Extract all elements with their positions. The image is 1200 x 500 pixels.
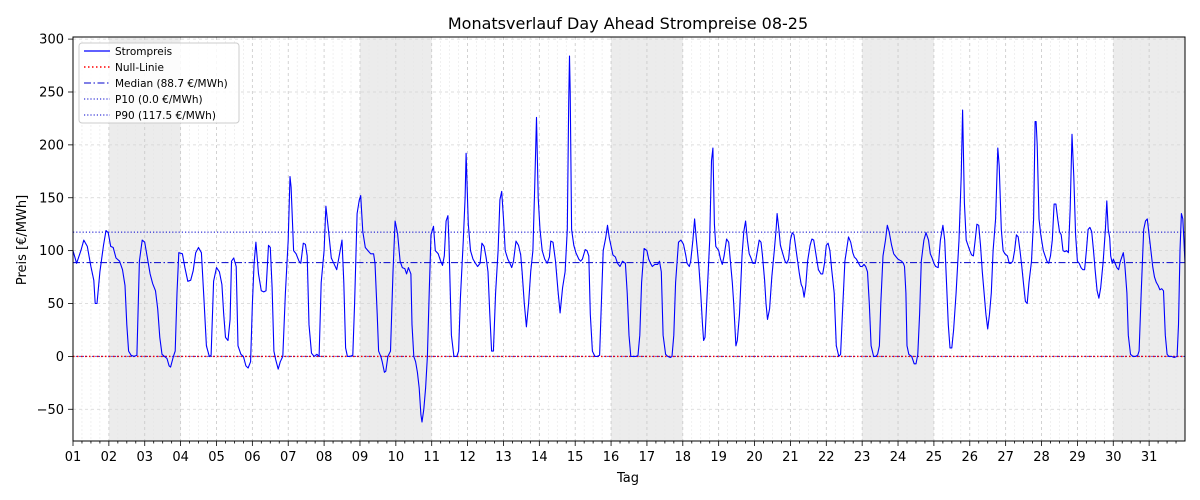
x-tick-label: 16 (603, 450, 620, 465)
x-tick-label: 27 (997, 450, 1014, 465)
legend-label-price: Strompreis (115, 46, 172, 58)
x-tick-label: 07 (280, 450, 297, 465)
y-axis-ticks: −50 0 50 100 150 200 250 300 (37, 33, 73, 418)
legend: Strompreis Null-Linie Median (88.7 €/MWh… (78, 42, 240, 124)
x-tick-label: 28 (1033, 450, 1050, 465)
x-tick-label: 03 (136, 450, 153, 465)
x-tick-label: 22 (818, 450, 835, 465)
x-tick-label: 21 (782, 450, 799, 465)
x-tick-label: 14 (531, 450, 548, 465)
x-tick-label: 25 (926, 450, 943, 465)
y-tick-label: 0 (56, 350, 64, 365)
x-tick-label: 19 (710, 450, 727, 465)
y-tick-label: 50 (47, 297, 64, 312)
x-tick-label: 23 (854, 450, 871, 465)
chart-title: Monatsverlauf Day Ahead Strompreise 08-2… (448, 14, 808, 33)
x-tick-label: 11 (423, 450, 440, 465)
x-tick-label: 09 (352, 450, 369, 465)
x-tick-label: 31 (1141, 450, 1158, 465)
y-tick-label: 200 (39, 138, 64, 153)
x-tick-label: 18 (675, 450, 692, 465)
x-tick-label: 02 (101, 450, 118, 465)
grid-lines (73, 37, 1185, 441)
x-tick-label: 15 (567, 450, 584, 465)
x-tick-label: 20 (746, 450, 763, 465)
legend-box (78, 42, 240, 124)
x-tick-label: 30 (1105, 450, 1122, 465)
x-axis-ticks: 01 02 03 04 05 06 07 08 09 10 11 12 13 14 15 16 17 18 19 20… (65, 441, 1177, 465)
x-tick-label: 10 (388, 450, 405, 465)
x-tick-label: 05 (208, 450, 225, 465)
x-tick-label: 24 (890, 450, 907, 465)
x-tick-label: 12 (459, 450, 476, 465)
x-tick-label: 01 (65, 450, 82, 465)
y-axis-label: Preis [€/MWh] (15, 195, 30, 285)
y-tick-label: 250 (39, 85, 64, 100)
x-tick-label: 26 (962, 450, 979, 465)
x-tick-label: 17 (639, 450, 656, 465)
series-line-0 (72, 55, 1186, 423)
x-tick-label: 08 (316, 450, 333, 465)
price-series (72, 55, 1186, 423)
legend-label-p90: P90 (117.5 €/MWh) (115, 110, 216, 122)
x-tick-label: 06 (244, 450, 261, 465)
x-axis-label: Tag (616, 471, 639, 486)
legend-label-p10: P10 (0.0 €/MWh) (115, 94, 203, 106)
x-tick-label: 13 (495, 450, 512, 465)
reference-lines (73, 231, 1185, 358)
x-tick-label: 29 (1069, 450, 1086, 465)
legend-label-median: Median (88.7 €/MWh) (115, 78, 228, 90)
y-tick-label: 300 (39, 33, 64, 48)
x-tick-label: 04 (172, 450, 189, 465)
y-tick-label: 150 (39, 191, 64, 206)
y-tick-label: −50 (37, 403, 64, 418)
legend-label-zero: Null-Linie (115, 62, 164, 74)
y-tick-label: 100 (39, 244, 64, 259)
